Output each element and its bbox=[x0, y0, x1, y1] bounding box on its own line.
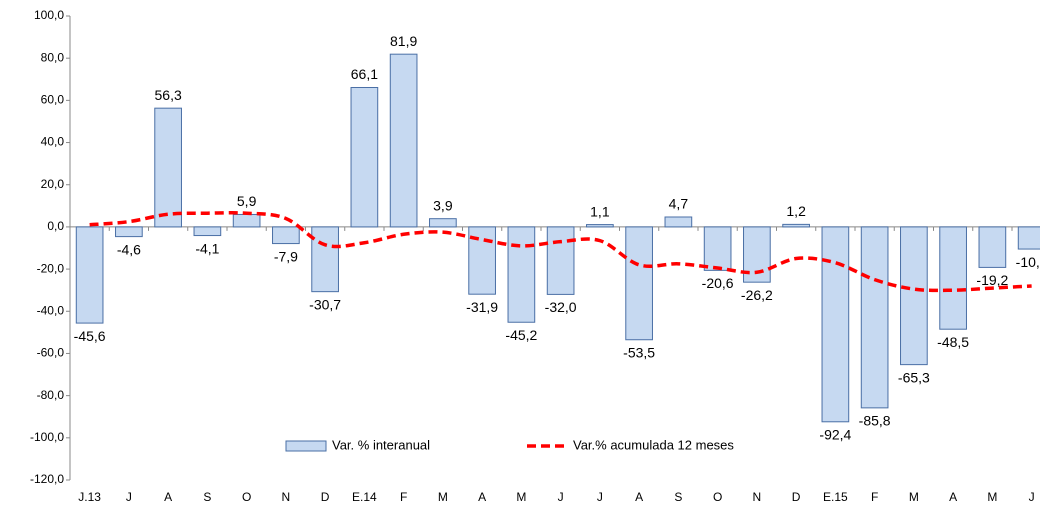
data-label: -7,9 bbox=[274, 248, 298, 264]
data-label: -19,2 bbox=[976, 272, 1008, 288]
y-tick-label: 80,0 bbox=[41, 50, 65, 64]
x-tick-label: E.14 bbox=[352, 490, 377, 504]
x-tick-label: M bbox=[909, 490, 919, 504]
bar bbox=[350, 86, 379, 228]
x-tick-label: A bbox=[164, 490, 172, 504]
data-label: 1,2 bbox=[786, 203, 806, 219]
y-tick-label: -60,0 bbox=[37, 346, 65, 360]
bar bbox=[900, 226, 928, 366]
y-tick-label: 60,0 bbox=[41, 93, 65, 107]
x-tick-label: J bbox=[126, 490, 132, 504]
data-label: -65,3 bbox=[898, 369, 930, 385]
y-tick-label: 20,0 bbox=[41, 177, 65, 191]
y-tick-label: -100,0 bbox=[30, 430, 64, 444]
bar bbox=[860, 226, 889, 409]
x-tick-label: J bbox=[597, 490, 603, 504]
x-tick-label: M bbox=[987, 490, 997, 504]
bar bbox=[193, 226, 222, 237]
x-tick-label: S bbox=[203, 490, 211, 504]
bar bbox=[782, 223, 810, 228]
x-tick-label: M bbox=[438, 490, 448, 504]
data-label: -26,2 bbox=[741, 287, 773, 303]
legend-label: Var.% acumulada 12 meses bbox=[573, 437, 734, 452]
data-label: 66,1 bbox=[351, 66, 378, 82]
data-label: -20,6 bbox=[702, 275, 734, 291]
x-tick-label: N bbox=[753, 490, 762, 504]
data-label: -31,9 bbox=[466, 299, 498, 315]
data-label: 5,9 bbox=[237, 193, 257, 209]
x-tick-label: J bbox=[1029, 490, 1035, 504]
x-tick-label: A bbox=[949, 490, 957, 504]
x-tick-label: O bbox=[713, 490, 722, 504]
data-label: -30,7 bbox=[309, 296, 341, 312]
data-label: -4,1 bbox=[195, 240, 219, 256]
x-tick-label: J.13 bbox=[78, 490, 101, 504]
data-label: -53,5 bbox=[623, 344, 655, 360]
x-tick-label: M bbox=[516, 490, 526, 504]
bar bbox=[389, 53, 418, 228]
data-label: 56,3 bbox=[155, 87, 182, 103]
bar bbox=[586, 224, 614, 228]
x-tick-label: F bbox=[400, 490, 407, 504]
data-label: -4,6 bbox=[117, 241, 141, 257]
bar bbox=[939, 226, 967, 330]
data-label: -92,4 bbox=[819, 426, 851, 442]
bar bbox=[625, 226, 653, 341]
bar bbox=[115, 226, 143, 238]
data-label: -32,0 bbox=[545, 299, 577, 315]
bar bbox=[664, 216, 693, 228]
y-tick-label: -20,0 bbox=[37, 261, 65, 275]
line bbox=[89, 211, 1032, 293]
bar bbox=[546, 226, 575, 295]
y-tick-label: 0,0 bbox=[47, 219, 64, 233]
bar bbox=[75, 226, 104, 324]
data-label: 1,1 bbox=[590, 203, 610, 219]
x-tick-label: J bbox=[558, 490, 564, 504]
data-label: 4,7 bbox=[669, 196, 689, 212]
bar bbox=[507, 226, 536, 323]
y-tick-label: -80,0 bbox=[37, 388, 65, 402]
x-tick-label: E.15 bbox=[823, 490, 848, 504]
data-label: -85,8 bbox=[859, 413, 891, 429]
bar bbox=[1017, 226, 1040, 250]
x-tick-label: A bbox=[478, 490, 486, 504]
legend-swatch bbox=[285, 440, 327, 452]
bar bbox=[429, 218, 457, 228]
data-label: 3,9 bbox=[433, 197, 453, 213]
y-tick-label: 40,0 bbox=[41, 135, 65, 149]
bar bbox=[978, 226, 1007, 268]
y-tick-label: 100,0 bbox=[34, 8, 64, 22]
legend-label: Var. % interanual bbox=[332, 437, 430, 452]
data-label: -10,5 bbox=[1016, 254, 1040, 270]
data-label: -48,5 bbox=[937, 334, 969, 350]
x-tick-label: D bbox=[792, 490, 801, 504]
bar bbox=[703, 226, 732, 271]
data-label: -45,2 bbox=[505, 327, 537, 343]
data-label: 81,9 bbox=[390, 33, 417, 49]
bar bbox=[232, 213, 261, 228]
x-tick-label: F bbox=[871, 490, 878, 504]
x-tick-label: S bbox=[674, 490, 682, 504]
bar bbox=[311, 226, 339, 293]
x-tick-label: D bbox=[321, 490, 330, 504]
bar bbox=[154, 107, 182, 228]
bar bbox=[821, 226, 850, 423]
y-tick-label: -40,0 bbox=[37, 303, 65, 317]
y-tick-label: -120,0 bbox=[30, 472, 64, 486]
x-tick-label: O bbox=[242, 490, 251, 504]
x-tick-label: A bbox=[635, 490, 643, 504]
data-label: -45,6 bbox=[74, 328, 106, 344]
x-tick-label: N bbox=[282, 490, 291, 504]
bar bbox=[272, 226, 300, 245]
